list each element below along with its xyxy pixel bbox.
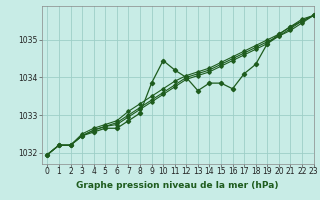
X-axis label: Graphe pression niveau de la mer (hPa): Graphe pression niveau de la mer (hPa) bbox=[76, 181, 279, 190]
